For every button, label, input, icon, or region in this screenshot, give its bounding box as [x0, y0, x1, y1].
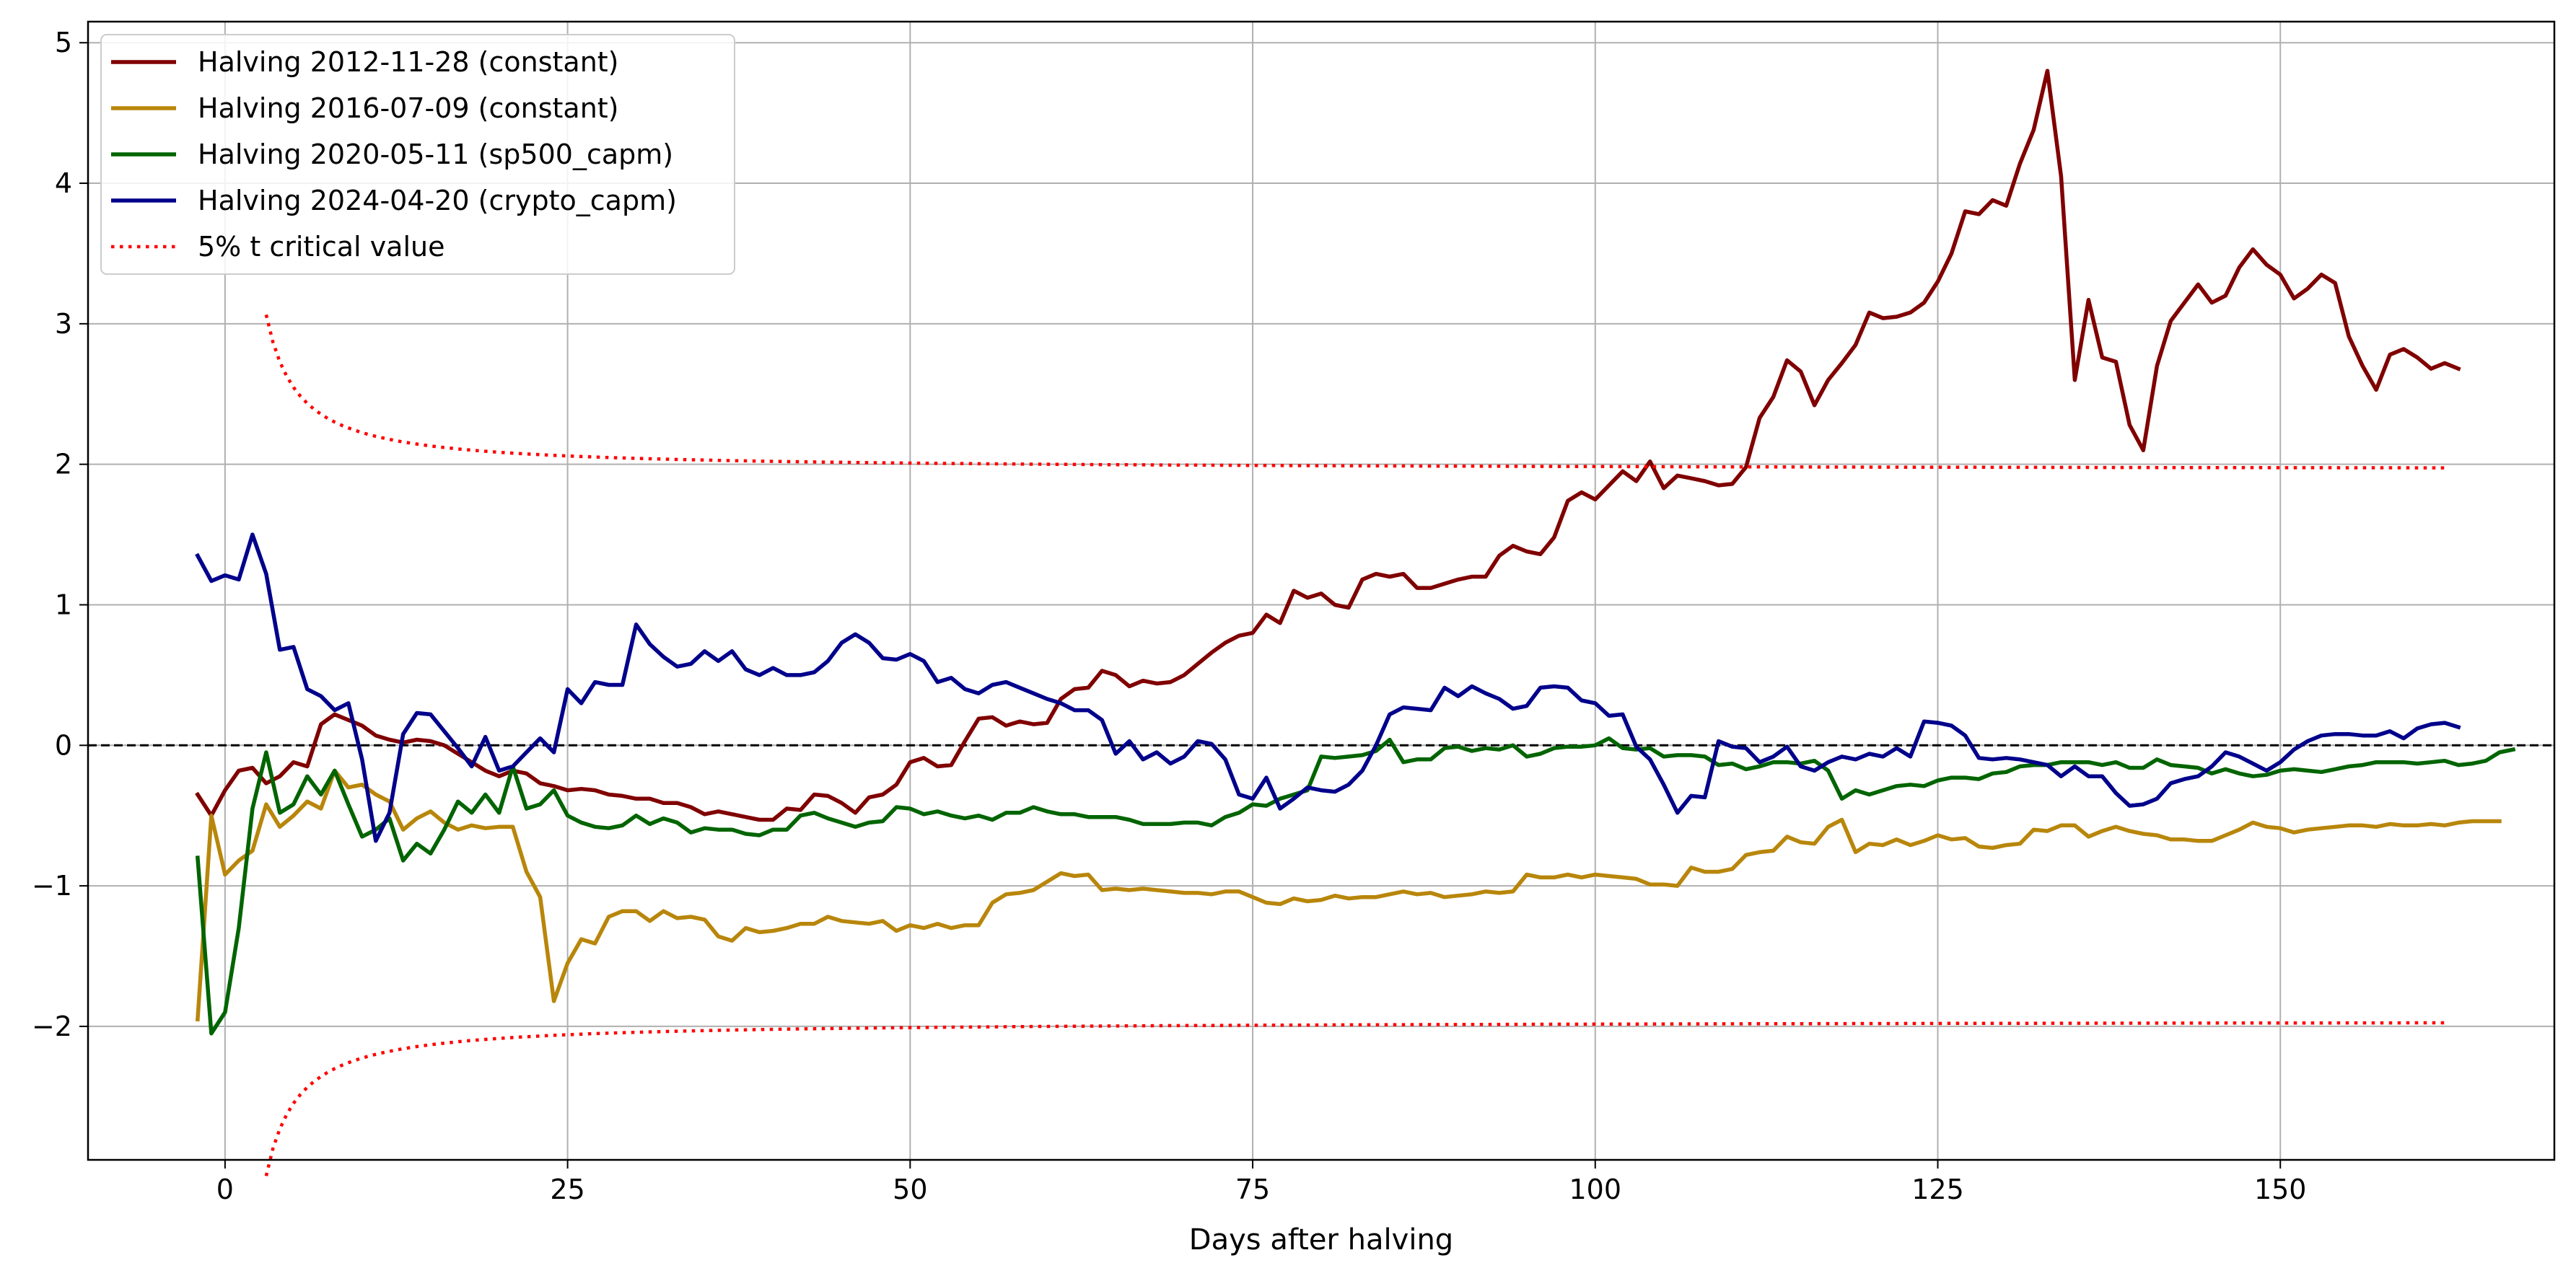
series-4-line: [195, 532, 2461, 843]
x-axis-label: Days after halving: [1189, 1223, 1453, 1257]
series-3-line: [195, 736, 2516, 1036]
series-2-line: [195, 768, 2502, 1022]
legend-label: Halving 2012-11-28 (constant): [198, 46, 619, 78]
y-tick-label: 3: [55, 308, 72, 340]
x-tick-label: 75: [1235, 1174, 1270, 1205]
y-tick-label: 1: [55, 589, 72, 620]
series-lines: [88, 69, 2554, 1176]
y-tick-label: 5: [55, 27, 72, 58]
critical-value-lower-line: [264, 1021, 2445, 1176]
x-tick-label: 100: [1569, 1174, 1622, 1205]
critical-value-upper-line: [264, 314, 2445, 470]
legend-label: Halving 2024-04-20 (crypto_capm): [198, 185, 677, 216]
legend-label: Halving 2020-05-11 (sp500_capm): [198, 138, 673, 170]
x-tick-label: 50: [893, 1174, 927, 1205]
y-tick-label: 2: [55, 449, 72, 480]
x-tick-label: 25: [550, 1174, 584, 1205]
y-tick-label: 0: [55, 729, 72, 761]
legend: Halving 2012-11-28 (constant) Halving 201…: [100, 34, 735, 275]
plot-frame: [87, 20, 2556, 1161]
legend-label: 5% t critical value: [198, 231, 444, 263]
x-tick-label: 150: [2254, 1174, 2307, 1205]
y-tick-label: −1: [32, 870, 72, 902]
legend-box: [100, 34, 735, 275]
x-tick-label: 125: [1911, 1174, 1964, 1205]
legend-label: Halving 2016-07-09 (constant): [198, 92, 619, 124]
y-tick-label: 4: [55, 167, 72, 199]
series-1-line: [195, 69, 2461, 822]
y-tick-label: −2: [32, 1011, 72, 1042]
x-tick-label: 0: [216, 1174, 234, 1205]
axis-ticks: 0 25 50 75 100 125 150 −2 −1 0 1 2 3 4 5: [32, 27, 2307, 1205]
